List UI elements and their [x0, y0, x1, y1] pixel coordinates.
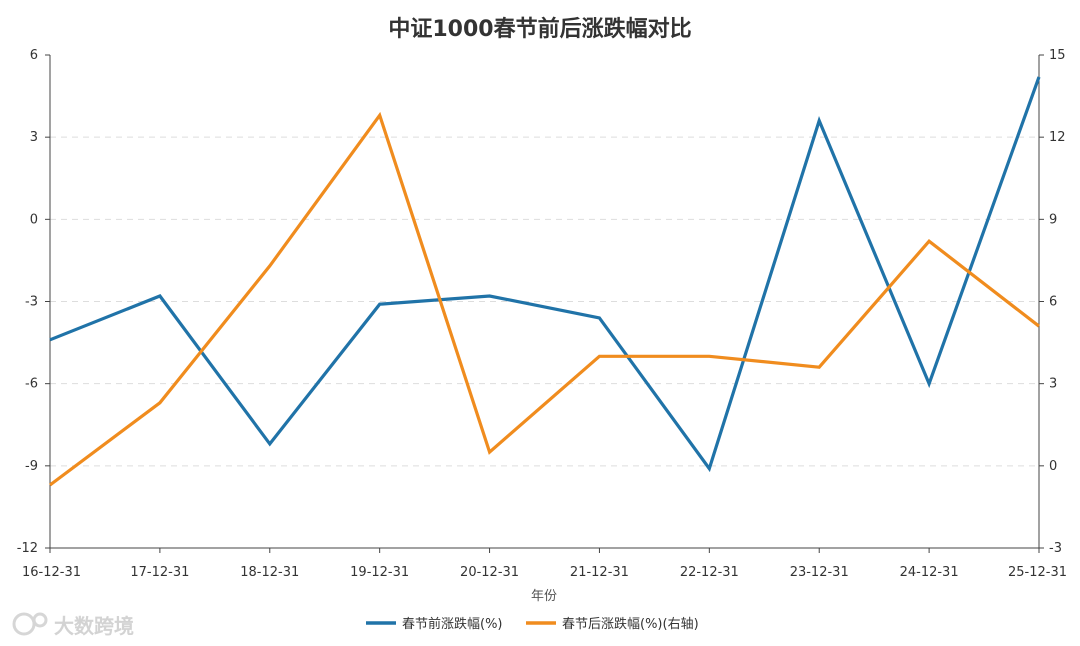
chart-title: 中证1000春节前后涨跌幅对比 [388, 16, 691, 42]
watermark-text: 大数跨境 [54, 614, 134, 638]
y-right-tick-label: 6 [1049, 295, 1057, 310]
watermark: 大数跨境 [12, 612, 134, 638]
y-right-tick-label: 9 [1049, 212, 1057, 227]
legend-label-1: 春节后涨跌幅(%)(右轴) [562, 616, 699, 632]
y-right-tick-label: 0 [1049, 459, 1057, 474]
y-left-tick-label: 6 [30, 48, 38, 63]
series-line-0 [49, 76, 1041, 473]
x-tick-label: 17-12-31 [130, 565, 189, 580]
watermark-logo-icon [12, 612, 48, 636]
x-tick-label: 23-12-31 [790, 565, 849, 580]
y-left-tick-label: -3 [25, 295, 38, 310]
x-tick-label: 20-12-31 [460, 565, 519, 580]
y-left-tick-label: -9 [25, 459, 38, 474]
series-line-1 [49, 111, 1040, 487]
series-lines [49, 76, 1041, 487]
x-tick-label: 25-12-31 [1008, 565, 1067, 580]
y-right-tick-label: -3 [1049, 541, 1062, 556]
x-tick-label: 16-12-31 [22, 565, 81, 580]
y-left-tick-label: 0 [30, 212, 38, 227]
y-right-tick-label: 3 [1049, 377, 1057, 392]
y-right-tick-label: 12 [1049, 130, 1066, 145]
x-tick-label: 21-12-31 [570, 565, 629, 580]
y-right-tick-label: 15 [1049, 48, 1066, 63]
x-tick-label: 19-12-31 [350, 565, 409, 580]
axes: -12 -9 -6 -3 0 3 6 -3 0 3 6 9 12 15 16-12-31 17-12-31 18… [17, 48, 1067, 580]
x-axis-label: 年份 [531, 589, 557, 604]
y-left-tick-label: -12 [17, 541, 38, 556]
grid [50, 136, 1039, 467]
x-tick-label: 18-12-31 [240, 565, 299, 580]
x-tick-label: 22-12-31 [680, 565, 739, 580]
x-tick-label: 24-12-31 [900, 565, 959, 580]
legend-label-0: 春节前涨跌幅(%) [402, 616, 503, 632]
y-left-tick-label: 3 [30, 130, 38, 145]
legend: 春节前涨跌幅(%) 春节后涨跌幅(%)(右轴) [366, 616, 699, 632]
y-left-tick-label: -6 [25, 377, 38, 392]
